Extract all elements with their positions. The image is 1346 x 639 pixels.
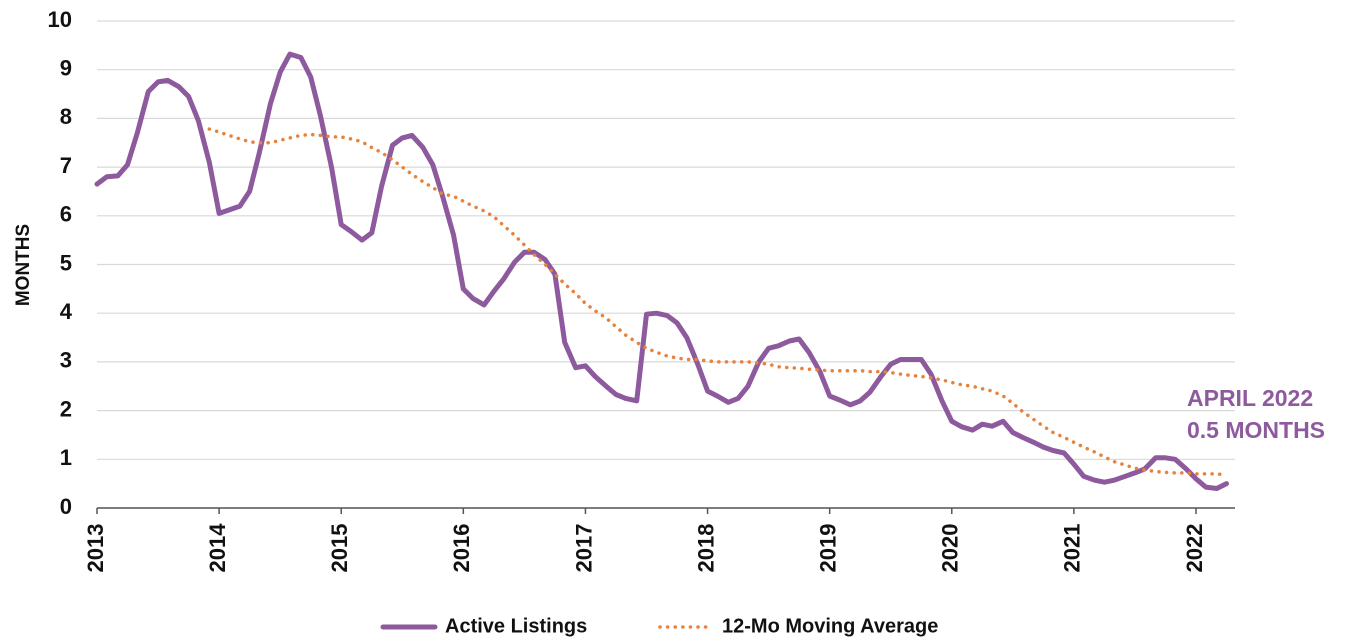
x-tick-label: 2018 xyxy=(693,524,718,573)
annotation: 0.5 MONTHS xyxy=(1187,417,1325,443)
x-tick-label: 2021 xyxy=(1060,524,1085,573)
x-tick-label: 2020 xyxy=(938,524,963,573)
x-tick-label: 2017 xyxy=(571,524,596,573)
x-tick-label: 2013 xyxy=(83,524,108,573)
series-line xyxy=(94,51,1229,491)
y-tick-label: 4 xyxy=(60,299,73,324)
y-tick-label: 0 xyxy=(60,494,72,519)
x-tick-label: 2014 xyxy=(205,523,230,573)
y-axis-label: MONTHS xyxy=(13,224,34,306)
y-tick-label: 6 xyxy=(60,202,72,227)
y-tick-label: 3 xyxy=(60,348,72,373)
series-line xyxy=(207,127,1229,477)
y-tick-label: 10 xyxy=(48,7,72,32)
y-tick-label: 5 xyxy=(60,250,72,275)
legend-label: Active Listings xyxy=(445,615,587,637)
y-tick-label: 1 xyxy=(60,445,72,470)
annotation: APRIL 2022 xyxy=(1187,385,1313,411)
y-tick-label: 2 xyxy=(60,396,72,421)
x-tick-label: 2016 xyxy=(449,524,474,573)
legend-label: 12-Mo Moving Average xyxy=(722,615,938,637)
y-tick-label: 7 xyxy=(60,153,72,178)
x-tick-label: 2022 xyxy=(1182,524,1207,573)
y-tick-label: 9 xyxy=(60,56,72,81)
x-tick-label: 2019 xyxy=(815,524,840,573)
y-tick-label: 8 xyxy=(60,104,72,129)
x-tick-label: 2015 xyxy=(327,524,352,573)
